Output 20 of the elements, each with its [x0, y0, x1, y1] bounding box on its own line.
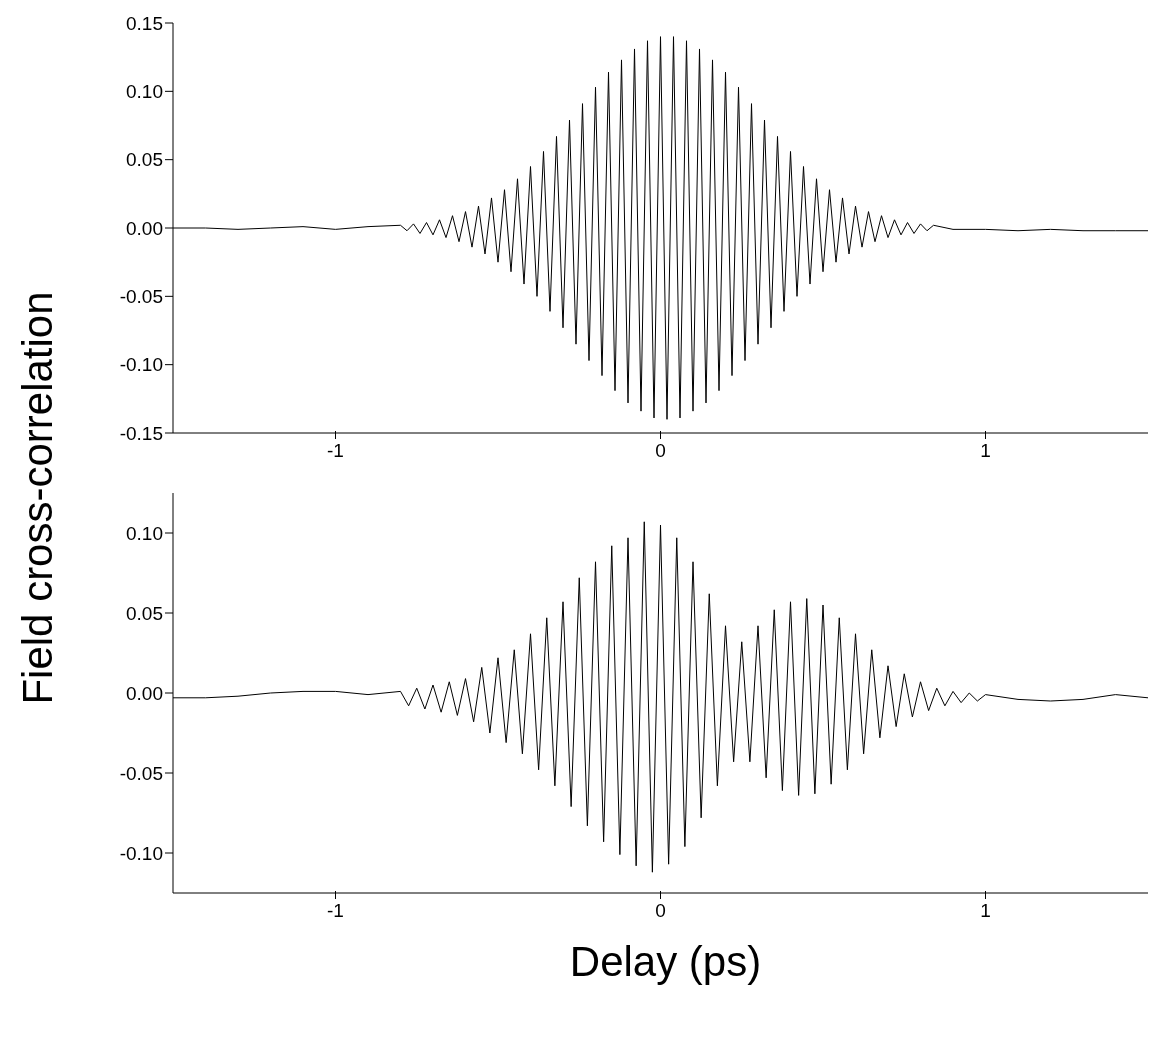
x-tick-label: -1 — [327, 440, 344, 461]
y-tick-label: 0.10 — [126, 522, 163, 544]
x-tick-label: 0 — [655, 900, 666, 921]
y-tick-label: -0.05 — [119, 762, 163, 784]
x-tick-label: 0 — [655, 440, 666, 461]
y-tick-label: -0.10 — [119, 354, 163, 376]
y-tick-label: 0.15 — [126, 12, 163, 34]
y-tick-label: -0.05 — [119, 286, 163, 308]
y-tick-label: 0.05 — [126, 602, 163, 624]
y-tick-label: 0.10 — [126, 81, 163, 103]
x-tick-label: 1 — [980, 900, 991, 921]
y-tick-label: -0.10 — [119, 842, 163, 864]
y-axis-title: Field cross-correlation — [14, 291, 62, 705]
x-axis-title: Delay (ps) — [568, 938, 763, 986]
y-tick-label: 0.00 — [126, 682, 163, 704]
y-tick-label: -0.15 — [119, 422, 163, 444]
y-tick-label: 0.00 — [126, 217, 163, 239]
x-tick-label: 1 — [980, 440, 991, 461]
x-tick-label: -1 — [327, 900, 344, 921]
y-tick-label: 0.05 — [126, 149, 163, 171]
